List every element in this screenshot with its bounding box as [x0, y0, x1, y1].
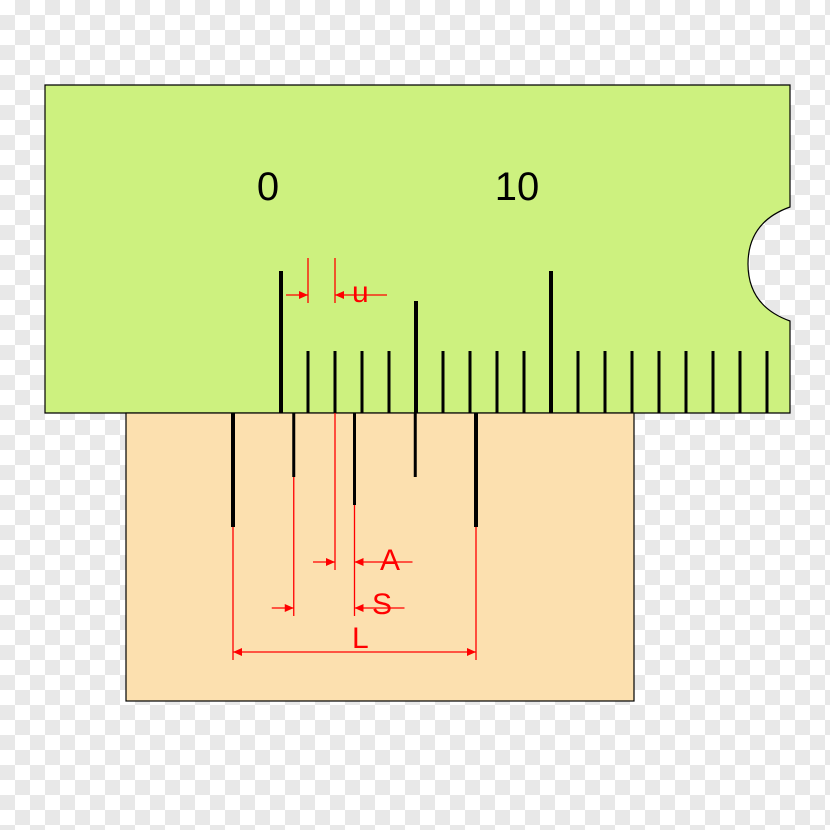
vernier-diagram: 0 10 u A S L — [0, 0, 830, 830]
dim-label-u: u — [352, 276, 369, 309]
dim-label-S: S — [372, 588, 392, 621]
dim-label-A: A — [380, 544, 400, 577]
dim-label-L: L — [352, 622, 369, 655]
main-label-10: 10 — [495, 165, 540, 209]
main-label-0: 0 — [257, 165, 279, 209]
